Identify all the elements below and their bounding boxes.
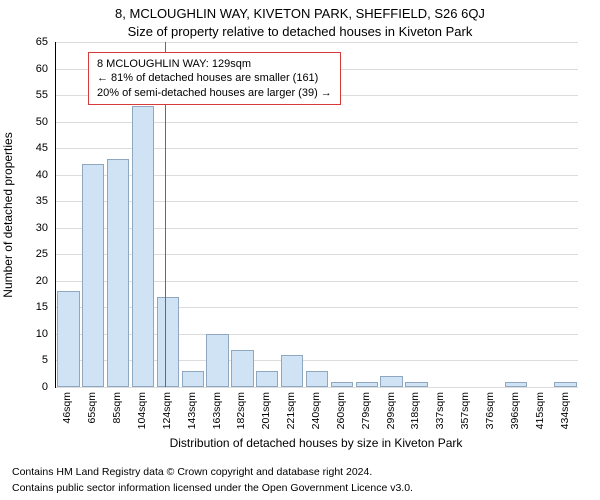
x-tick-label: 124sqm [161,392,173,429]
y-tick-label: 40 [23,169,48,181]
x-tick-label: 260sqm [335,392,347,429]
histogram-bar [256,371,278,387]
x-tick-label: 299sqm [385,392,397,429]
x-tick-label: 104sqm [136,392,148,429]
histogram-bar [82,164,104,387]
x-tick-label: 182sqm [235,392,247,429]
y-tick-label: 0 [23,381,48,393]
y-tick-label: 20 [23,275,48,287]
histogram-bar [380,376,402,387]
histogram-bar [107,159,129,387]
x-tick-label: 201sqm [260,392,272,429]
y-tick-label: 10 [23,328,48,340]
x-tick-label: 85sqm [111,392,123,424]
annotation-line1: 8 MCLOUGHLIN WAY: 129sqm [97,57,332,71]
histogram-bar [331,382,353,387]
x-tick-label: 415sqm [534,392,546,429]
histogram-bar [182,371,204,387]
y-tick-label: 35 [23,195,48,207]
histogram-bar [505,382,527,387]
y-tick-label: 65 [23,36,48,48]
chart-plot-area: 8 MCLOUGHLIN WAY: 129sqm ← 81% of detach… [55,42,578,388]
histogram-bar [157,297,179,387]
page-title-line2: Size of property relative to detached ho… [0,24,600,39]
y-tick-labels: 05101520253035404550556065 [0,42,52,387]
y-tick-label: 25 [23,248,48,260]
histogram-bar [57,291,79,387]
annotation-line2: ← 81% of detached houses are smaller (16… [97,71,332,85]
x-tick-label: 396sqm [509,392,521,429]
x-tick-label: 357sqm [459,392,471,429]
x-tick-label: 434sqm [559,392,571,429]
y-tick-label: 55 [23,89,48,101]
x-tick-label: 318sqm [409,392,421,429]
x-tick-label: 240sqm [310,392,322,429]
histogram-bar [405,382,427,387]
annotation-box: 8 MCLOUGHLIN WAY: 129sqm ← 81% of detach… [88,52,341,105]
gridline [56,387,578,388]
histogram-bar [281,355,303,387]
x-tick-label: 163sqm [211,392,223,429]
x-tick-label: 65sqm [86,392,98,424]
x-tick-label: 337sqm [434,392,446,429]
histogram-bar [231,350,253,387]
y-tick-label: 60 [23,63,48,75]
annotation-line3: 20% of semi-detached houses are larger (… [97,86,332,100]
x-tick-label: 221sqm [285,392,297,429]
histogram-bar [306,371,328,387]
x-tick-label: 46sqm [61,392,73,424]
x-axis-label: Distribution of detached houses by size … [55,436,577,450]
y-tick-label: 30 [23,222,48,234]
histogram-bar [554,382,576,387]
y-tick-label: 5 [23,354,48,366]
y-tick-label: 50 [23,116,48,128]
histogram-bar [356,382,378,387]
x-tick-labels: 46sqm 65sqm 85sqm 104sqm 124sqm 143sqm 163sqm 1… [55,390,577,440]
x-tick-label: 279sqm [360,392,372,429]
footer-line1: Contains HM Land Registry data © Crown c… [12,466,372,478]
page-title-line1: 8, MCLOUGHLIN WAY, KIVETON PARK, SHEFFIE… [0,6,600,21]
y-tick-label: 45 [23,142,48,154]
histogram-bar [206,334,228,387]
x-tick-label: 376sqm [484,392,496,429]
footer-line2: Contains public sector information licen… [12,482,413,494]
x-tick-label: 143sqm [186,392,198,429]
histogram-bar [132,106,154,387]
y-tick-label: 15 [23,301,48,313]
